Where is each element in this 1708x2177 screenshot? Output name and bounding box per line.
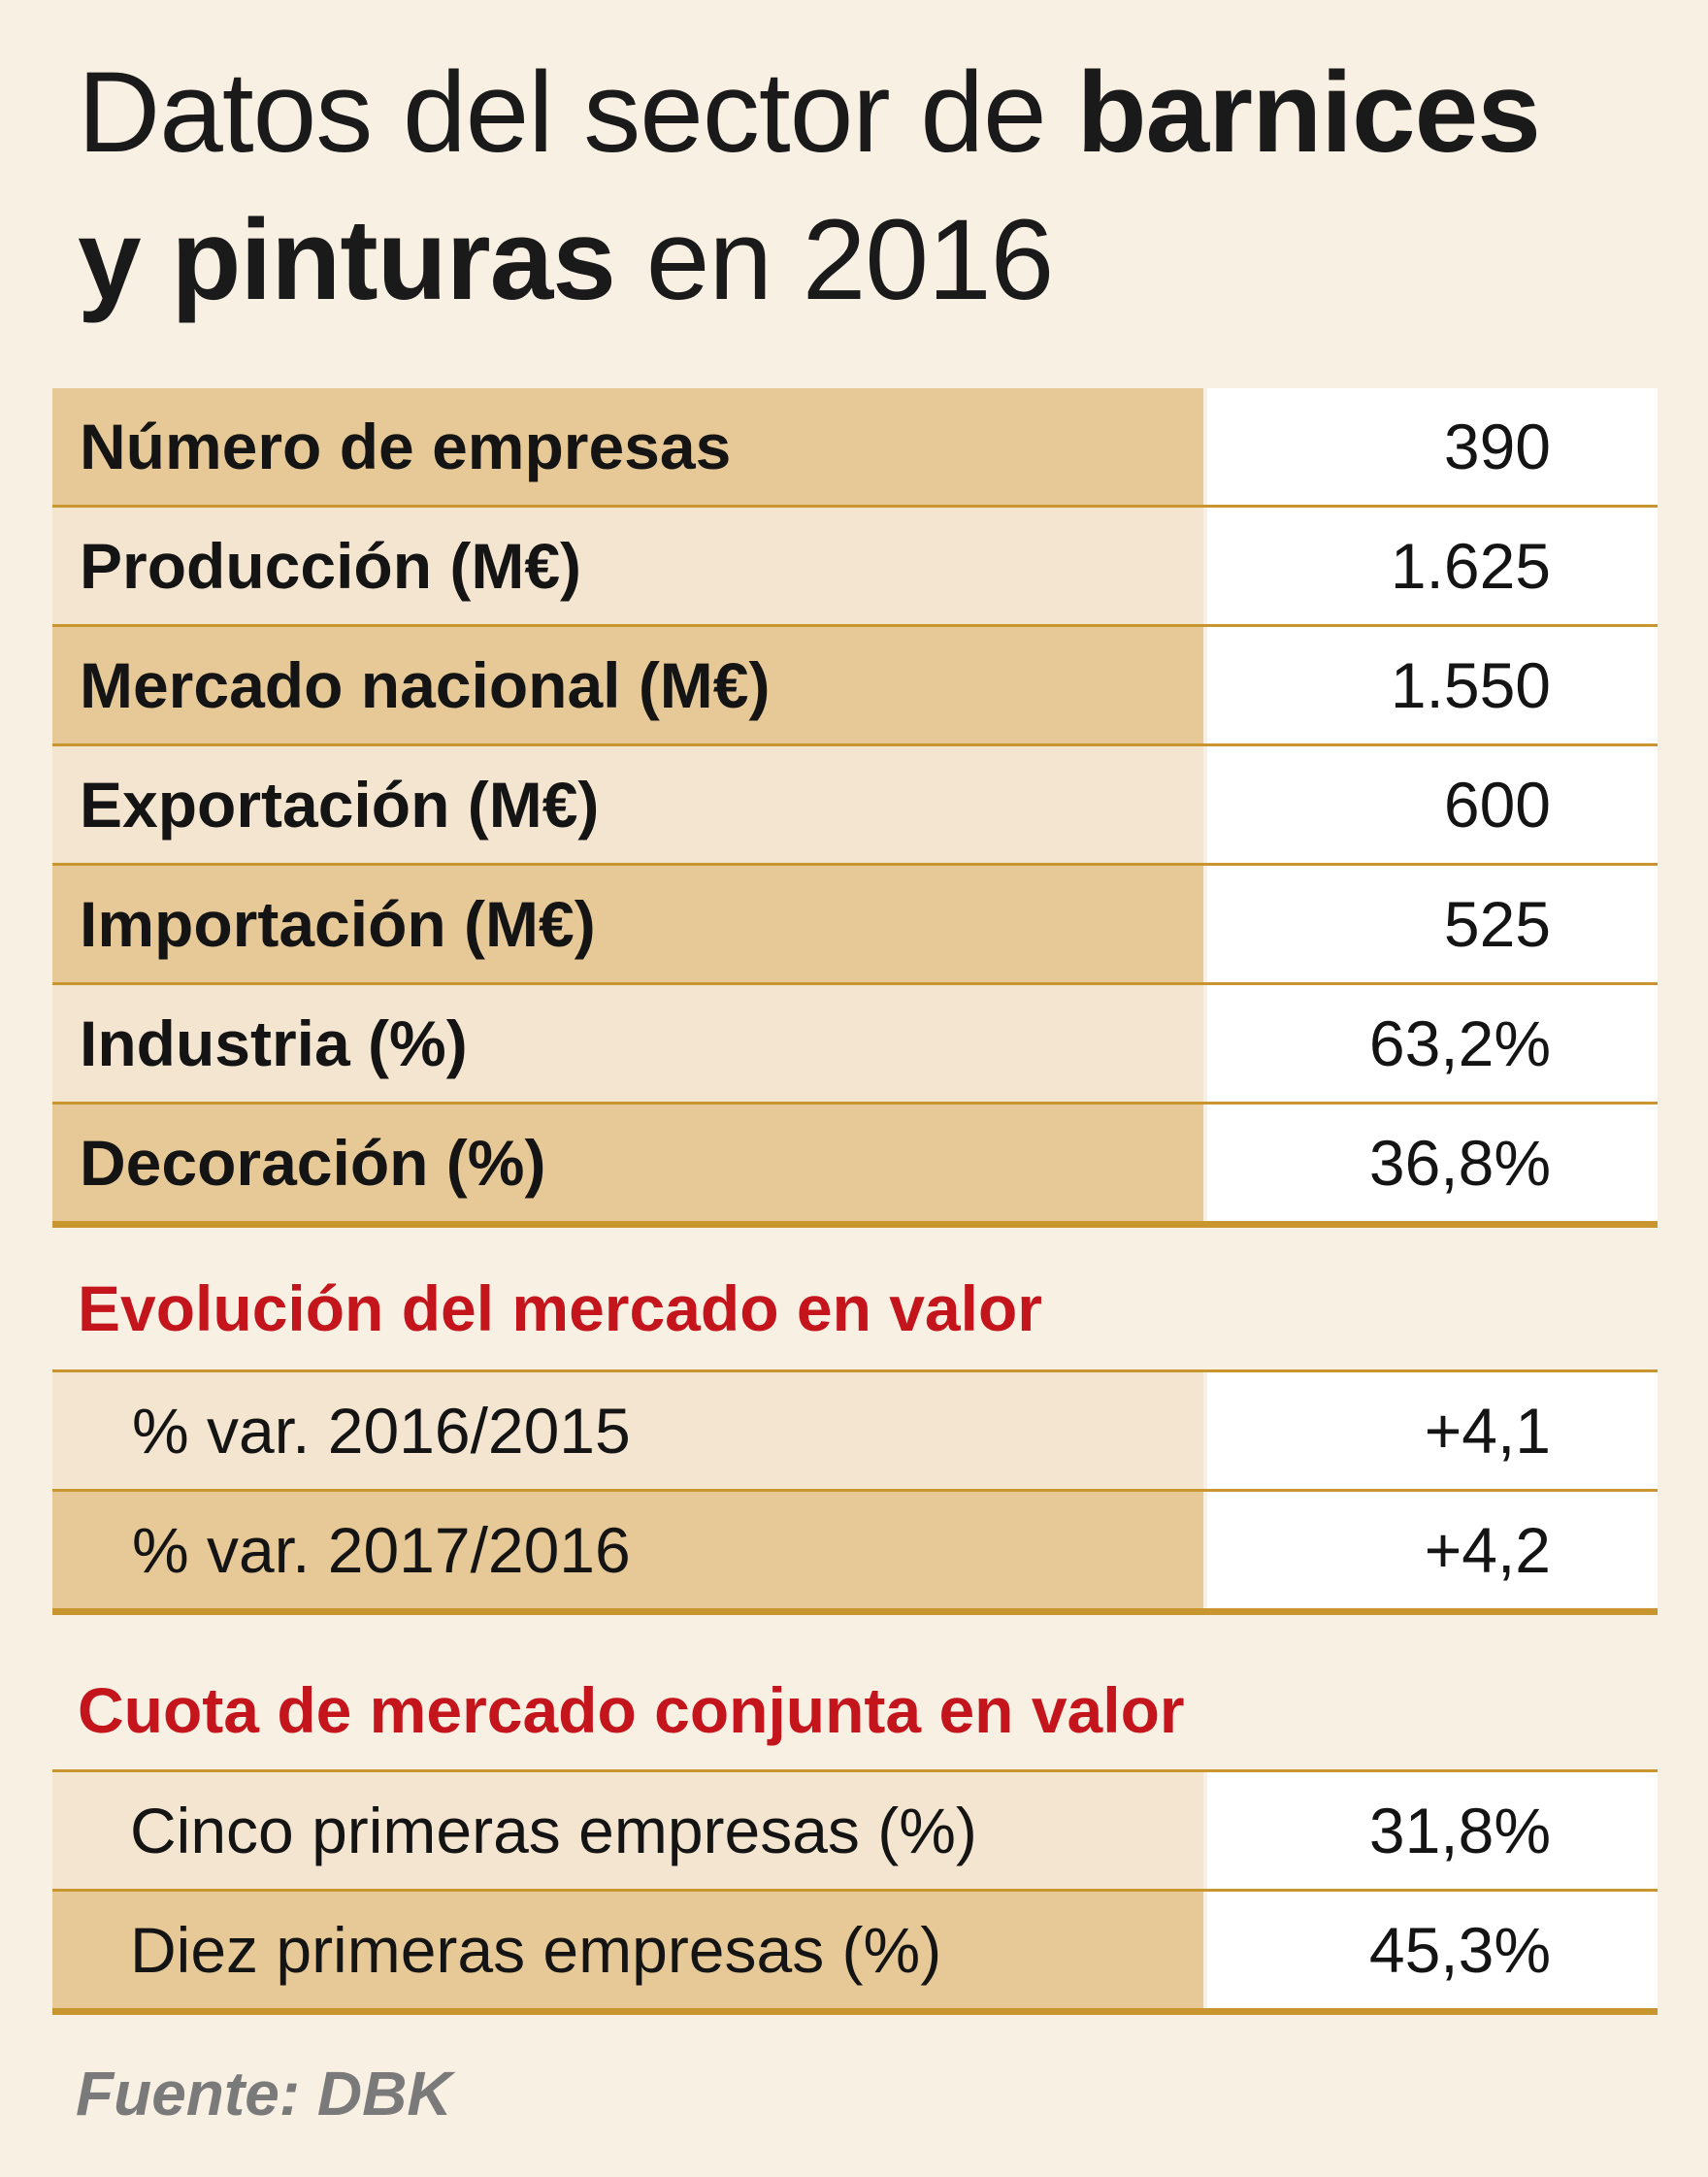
row-label: Cinco primeras empresas (%) <box>52 1772 1203 1889</box>
share-table: Cinco primeras empresas (%) 31,8% Diez p… <box>52 1769 1658 2015</box>
table-row: % var. 2017/2016 +4,2 <box>52 1489 1658 1608</box>
table-row: Exportación (M€) 600 <box>52 743 1658 863</box>
table-bottom-rule <box>52 2008 1658 2015</box>
evolution-table: % var. 2016/2015 +4,1 % var. 2017/2016 +… <box>52 1369 1658 1615</box>
table-row: Decoración (%) 36,8% <box>52 1102 1658 1221</box>
row-value: 600 <box>1203 746 1658 863</box>
row-label: Producción (M€) <box>52 508 1203 624</box>
row-label: Exportación (M€) <box>52 746 1203 863</box>
share-heading: Cuota de mercado conjunta en valor <box>78 1674 1185 1746</box>
table-bottom-rule <box>52 1221 1658 1228</box>
table-bottom-rule <box>52 1608 1658 1615</box>
table-row: % var. 2016/2015 +4,1 <box>52 1372 1658 1489</box>
title-part1: Datos del sector de <box>78 49 1077 177</box>
row-value: 1.625 <box>1203 508 1658 624</box>
table-row: Importación (M€) 525 <box>52 863 1658 982</box>
row-value: 1.550 <box>1203 627 1658 743</box>
row-label: Mercado nacional (M€) <box>52 627 1203 743</box>
row-label: Número de empresas <box>52 388 1203 505</box>
main-data-table: Número de empresas 390 Producción (M€) 1… <box>52 388 1658 1228</box>
row-label: Diez primeras empresas (%) <box>52 1892 1203 2008</box>
table-row: Producción (M€) 1.625 <box>52 505 1658 624</box>
row-label: % var. 2017/2016 <box>52 1492 1203 1608</box>
row-value: 31,8% <box>1203 1772 1658 1889</box>
title-bold1: barnices <box>1076 49 1540 177</box>
row-value: +4,2 <box>1203 1492 1658 1608</box>
page-title: Datos del sector de barnices y pinturas e… <box>78 39 1669 334</box>
table-row: Industria (%) 63,2% <box>52 982 1658 1102</box>
source-credit: Fuente: DBK <box>76 2059 452 2128</box>
row-value: 45,3% <box>1203 1892 1658 2008</box>
table-row: Cinco primeras empresas (%) 31,8% <box>52 1772 1658 1889</box>
row-value: 525 <box>1203 866 1658 982</box>
row-label: Decoración (%) <box>52 1105 1203 1221</box>
row-value: 390 <box>1203 388 1658 505</box>
table-row: Mercado nacional (M€) 1.550 <box>52 624 1658 743</box>
title-part2: en 2016 <box>614 196 1055 324</box>
evolution-heading: Evolución del mercado en valor <box>78 1272 1042 1344</box>
row-label: Importación (M€) <box>52 866 1203 982</box>
row-value: 36,8% <box>1203 1105 1658 1221</box>
title-bold2: y pinturas <box>78 196 616 324</box>
row-label: Industria (%) <box>52 985 1203 1102</box>
row-value: 63,2% <box>1203 985 1658 1102</box>
row-label: % var. 2016/2015 <box>52 1372 1203 1489</box>
table-row: Número de empresas 390 <box>52 388 1658 505</box>
row-value: +4,1 <box>1203 1372 1658 1489</box>
table-row: Diez primeras empresas (%) 45,3% <box>52 1889 1658 2008</box>
